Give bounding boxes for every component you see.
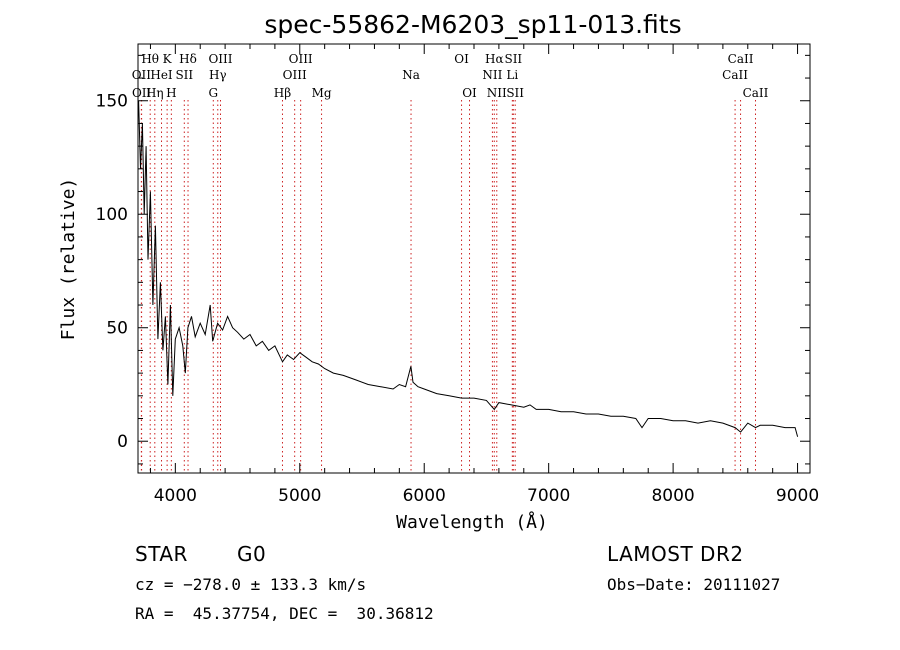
chart-title: spec-55862-M6203_sp11-013.fits [264, 10, 681, 39]
spectrum-line [138, 100, 799, 437]
line-marker-label: OI [454, 52, 469, 66]
axis-ticks: 4000 5000 6000 7000 8000 9000 0 50 100 150 [96, 44, 819, 506]
object-class: STAR [135, 542, 188, 566]
line-marker-label: Na [402, 68, 420, 82]
line-marker-label: OIII [208, 52, 232, 66]
line-marker-label: OI [462, 86, 477, 100]
line-marker-label: CaII [728, 52, 754, 66]
line-marker-label: Hδ [179, 52, 197, 66]
line-marker-label: H [166, 86, 176, 100]
y-tick-label: 150 [96, 92, 128, 112]
observation-date: Obs−Date: 20111027 [607, 575, 781, 594]
line-marker-label: SII [506, 86, 524, 100]
line-marker-label: NII [487, 86, 507, 100]
y-tick-label: 0 [117, 432, 128, 452]
x-tick-label: 6000 [403, 486, 446, 506]
y-axis-label: Flux (relative) [58, 178, 79, 341]
plot-frame [137, 43, 811, 474]
line-marker-label: Hα [485, 52, 504, 66]
line-marker-label: OIII [283, 68, 307, 82]
line-marker-label: Mg [312, 86, 332, 100]
line-marker-label: Li [506, 68, 518, 82]
line-marker-label: SII [175, 68, 193, 82]
line-marker-label: HeI [150, 68, 173, 82]
y-tick-label: 100 [96, 205, 128, 225]
redshift-cz: cz = −278.0 ± 133.3 km/s [135, 575, 367, 594]
x-tick-label: 4000 [154, 486, 197, 506]
x-tick-label: 5000 [278, 486, 321, 506]
spectrum-series [138, 100, 799, 437]
line-marker-label: K [163, 52, 173, 66]
line-marker-label: Hη [146, 86, 164, 100]
x-tick-label: 7000 [527, 486, 570, 506]
line-marker-label: OII [132, 68, 152, 82]
x-tick-label: 9000 [776, 486, 819, 506]
y-tick-label: 50 [106, 319, 128, 339]
survey-name: LAMOST DR2 [607, 542, 744, 566]
line-marker-label: CaII [722, 68, 748, 82]
line-marker-label: OII [132, 86, 152, 100]
line-marker-label: Hθ [141, 52, 159, 66]
line-marker-label: Hγ [209, 68, 227, 82]
line-marker-label: CaII [743, 86, 769, 100]
x-tick-label: 8000 [651, 486, 694, 506]
object-subclass: G0 [237, 542, 267, 566]
line-marker-label: Hβ [274, 86, 291, 100]
line-marker-label: NII [482, 68, 502, 82]
line-marker-label: OIII [289, 52, 313, 66]
line-marker-label: G [208, 86, 218, 100]
x-axis-label: Wavelength (Å) [396, 511, 548, 533]
line-marker-label: SII [504, 52, 522, 66]
line-markers: OII OII Hθ Hη HeI K H SII Hδ G Hγ OIII Hβ OIII OIII Mg N… [132, 52, 769, 473]
sky-coordinates: RA = 45.37754, DEC = 30.36812 [135, 604, 434, 623]
